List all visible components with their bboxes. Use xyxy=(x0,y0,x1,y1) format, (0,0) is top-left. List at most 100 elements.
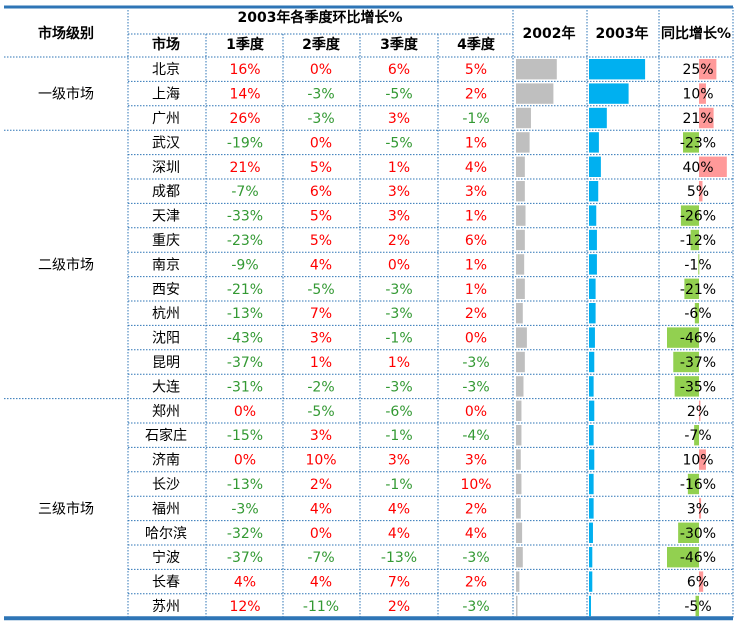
bar-2002 xyxy=(516,229,525,251)
bar-2002 xyxy=(516,132,530,153)
quarter-growth-value: 3% xyxy=(465,453,487,469)
bar-2003 xyxy=(589,498,594,519)
yoy-value: -26% xyxy=(680,209,716,225)
tier-label: 三级市场 xyxy=(38,500,94,517)
quarter-growth-value: -19% xyxy=(227,135,263,151)
market-label: 南京 xyxy=(152,257,180,273)
market-label: 哈尔滨 xyxy=(145,526,187,542)
bar-2003 xyxy=(589,425,594,446)
text-layer: 市场级别 2003年各季度环比增长% 市场 1季度 2季度 3季度 4季度 20… xyxy=(38,9,731,615)
market-label: 长春 xyxy=(152,575,180,591)
quarter-growth-value: -3% xyxy=(462,550,489,566)
market-label: 大连 xyxy=(152,379,180,395)
quarter-growth-value: -5% xyxy=(385,87,412,103)
market-label: 沈阳 xyxy=(152,331,180,347)
quarter-growth-value: -7% xyxy=(307,550,334,566)
bar-2002 xyxy=(516,473,522,495)
bar-2003 xyxy=(589,351,595,373)
market-label: 西安 xyxy=(152,282,180,298)
quarter-growth-value: 0% xyxy=(234,404,256,420)
quarter-growth-value: 1% xyxy=(388,160,410,176)
bar-2003 xyxy=(589,205,597,226)
bar-2002 xyxy=(516,547,523,568)
bar-2002 xyxy=(516,571,520,592)
market-label: 济南 xyxy=(152,453,180,469)
market-label: 北京 xyxy=(152,62,180,78)
quarter-growth-value: 4% xyxy=(310,501,332,517)
bar-2002 xyxy=(516,107,531,129)
quarter-growth-value: -5% xyxy=(307,404,334,420)
quarter-growth-value: -31% xyxy=(227,379,263,395)
bar-yoy xyxy=(699,498,702,519)
market-label: 杭州 xyxy=(152,306,180,322)
market-label: 石家庄 xyxy=(145,427,187,444)
quarter-growth-value: -1% xyxy=(462,111,489,127)
bar-yoy xyxy=(699,400,701,421)
bar-2003 xyxy=(589,254,597,275)
quarter-growth-value: 1% xyxy=(465,209,487,225)
market-label: 深圳 xyxy=(152,160,180,176)
quarter-growth-value: 4% xyxy=(310,575,332,591)
header-yoy: 同比增长% xyxy=(661,25,731,42)
bar-2003 xyxy=(589,83,629,104)
quarter-growth-value: -3% xyxy=(385,379,412,395)
bar-2003 xyxy=(589,107,607,129)
bar-2003 xyxy=(589,522,593,543)
quarter-growth-value: -3% xyxy=(462,599,489,615)
bar-yoy xyxy=(694,425,699,446)
yoy-value: 10% xyxy=(682,453,713,469)
quarter-growth-value: 10% xyxy=(305,453,336,469)
quarter-growth-value: 5% xyxy=(310,160,332,176)
yoy-value: 25% xyxy=(682,62,713,78)
yoy-value: -7% xyxy=(684,428,711,444)
bar-2002 xyxy=(516,156,525,177)
bar-yoy xyxy=(680,205,699,226)
quarter-growth-value: 4% xyxy=(465,526,487,542)
header-q3: 3季度 xyxy=(380,36,419,53)
bar-2002 xyxy=(516,83,554,104)
bar-yoy xyxy=(683,132,699,153)
bar-yoy xyxy=(667,547,699,568)
quarter-growth-value: -15% xyxy=(227,428,263,444)
market-label: 广州 xyxy=(152,111,180,127)
quarter-growth-value: 26% xyxy=(229,111,260,127)
bar-yoy xyxy=(674,376,699,397)
yoy-value: 6% xyxy=(687,575,709,591)
quarter-growth-value: 4% xyxy=(234,575,256,591)
bar-2003 xyxy=(589,303,596,324)
bar-yoy xyxy=(684,278,699,299)
quarter-growth-value: -1% xyxy=(385,428,412,444)
quarter-growth-value: -43% xyxy=(227,331,263,347)
quarter-growth-value: -13% xyxy=(227,306,263,322)
yoy-value: 21% xyxy=(682,111,713,127)
quarter-growth-value: 1% xyxy=(388,355,410,371)
quarter-growth-value: -3% xyxy=(307,111,334,127)
quarter-growth-value: 3% xyxy=(310,428,332,444)
quarter-growth-value: 3% xyxy=(388,209,410,225)
table-grid xyxy=(4,5,734,621)
bar-2002 xyxy=(516,254,525,275)
bar-2002 xyxy=(516,181,525,202)
bar-2002 xyxy=(516,278,525,299)
quarter-growth-value: 5% xyxy=(310,209,332,225)
yoy-value: 40% xyxy=(682,160,713,176)
quarter-growth-value: 1% xyxy=(465,135,487,151)
bar-yoy xyxy=(695,595,699,617)
quarter-growth-value: 10% xyxy=(460,477,491,493)
quarter-growth-value: -5% xyxy=(307,282,334,298)
quarter-growth-value: 12% xyxy=(229,599,260,615)
yoy-value: -1% xyxy=(684,257,711,273)
header-tier: 市场级别 xyxy=(38,25,94,42)
quarter-growth-value: -3% xyxy=(231,501,258,517)
bar-2002 xyxy=(516,449,521,470)
quarter-growth-value: 7% xyxy=(388,575,410,591)
quarter-growth-value: 21% xyxy=(229,160,260,176)
yoy-value: -5% xyxy=(684,599,711,615)
bar-2003 xyxy=(589,449,595,470)
yoy-value: -12% xyxy=(680,233,716,249)
quarter-growth-value: 7% xyxy=(310,306,332,322)
yoy-value: 2% xyxy=(687,404,709,420)
quarter-growth-value: -4% xyxy=(462,428,489,444)
quarter-growth-value: 0% xyxy=(388,257,410,273)
